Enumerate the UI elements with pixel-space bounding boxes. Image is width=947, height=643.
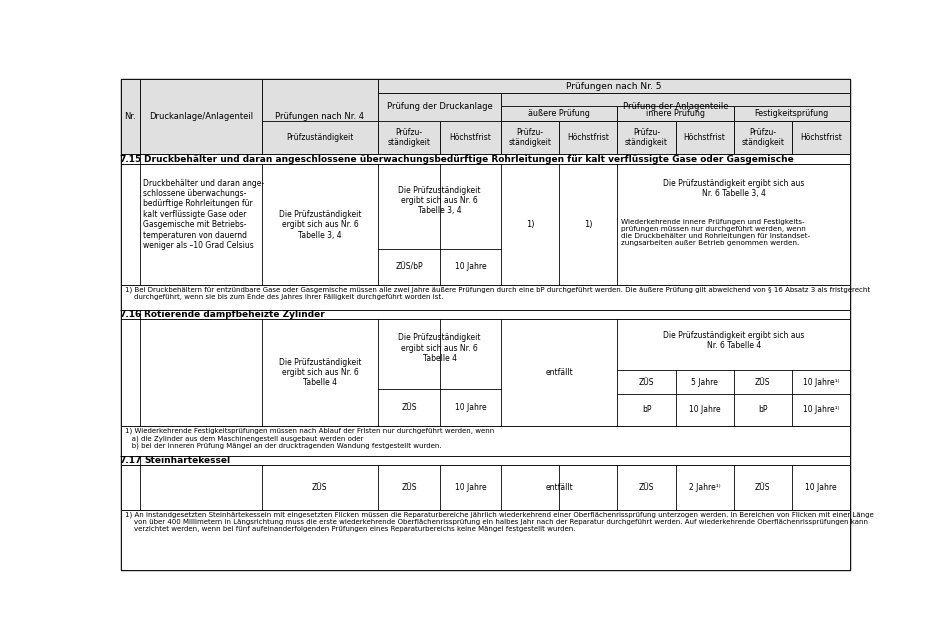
Text: 10 Jahre: 10 Jahre: [455, 262, 487, 271]
Bar: [792, 121, 850, 154]
Bar: [140, 80, 261, 154]
Bar: [261, 80, 378, 154]
Text: Druckbehälter und daran ange-
schlossene überwachungs-
bedürftige Rohrleitungen : Druckbehälter und daran ange- schlossene…: [143, 179, 264, 250]
Text: 7.16: 7.16: [119, 310, 141, 319]
Text: 10 Jahre: 10 Jahre: [455, 483, 487, 492]
Bar: [120, 154, 850, 164]
Text: Höchstfrist: Höchstfrist: [567, 133, 609, 142]
Text: Prüfzu-
ständigkeit: Prüfzu- ständigkeit: [625, 128, 668, 147]
Bar: [440, 121, 501, 154]
Bar: [501, 107, 617, 121]
Text: Rotierende dampfbeheizte Zylinder: Rotierende dampfbeheizte Zylinder: [144, 310, 325, 319]
Text: Die Prüfzuständigkeit
ergibt sich aus Nr. 6
Tabelle 3, 4: Die Prüfzuständigkeit ergibt sich aus Nr…: [278, 210, 361, 239]
Text: 10 Jahre: 10 Jahre: [688, 406, 721, 415]
Text: 5 Jahre: 5 Jahre: [691, 377, 718, 386]
Text: ZÜS: ZÜS: [639, 377, 654, 386]
Text: Die Prüfzuständigkeit ergibt sich aus
Nr. 6 Tabelle 4: Die Prüfzuständigkeit ergibt sich aus Nr…: [663, 331, 804, 350]
Text: 10 Jahre¹⁾: 10 Jahre¹⁾: [803, 377, 839, 386]
Text: innere Prüfung: innere Prüfung: [646, 109, 706, 118]
Bar: [560, 121, 617, 154]
Text: ZÜS: ZÜS: [402, 483, 417, 492]
Bar: [120, 164, 850, 285]
Text: Druckanlage/Anlagenteil: Druckanlage/Anlagenteil: [149, 113, 253, 122]
Bar: [378, 121, 440, 154]
Text: äußere Prüfung: äußere Prüfung: [528, 109, 590, 118]
Text: Prüfungen nach Nr. 5: Prüfungen nach Nr. 5: [566, 82, 662, 91]
Bar: [120, 456, 850, 466]
Bar: [120, 466, 850, 510]
Text: Höchstfrist: Höchstfrist: [684, 133, 725, 142]
Text: Nr.: Nr.: [124, 113, 136, 122]
Text: Prüfzu-
ständigkeit: Prüfzu- ständigkeit: [387, 128, 431, 147]
Text: Die Prüfzuständigkeit ergibt sich aus
Nr. 6 Tabelle 3, 4: Die Prüfzuständigkeit ergibt sich aus Nr…: [663, 179, 804, 198]
Text: bP: bP: [758, 406, 767, 415]
Text: 7.15: 7.15: [119, 155, 141, 164]
Text: ZÜS: ZÜS: [755, 483, 771, 492]
Bar: [675, 121, 734, 154]
Text: 1) An instandgesetzten Steinhärtekesseln mit eingesetzten Flicken müssen die Rep: 1) An instandgesetzten Steinhärtekesseln…: [125, 511, 873, 532]
Bar: [378, 93, 501, 154]
Text: ZÜS: ZÜS: [402, 403, 417, 412]
Text: entfällt: entfällt: [545, 368, 573, 377]
Text: Druckbehälter und daran angeschlossene überwachungsbedürftige Rohrleitungen für : Druckbehälter und daran angeschlossene ü…: [144, 155, 794, 164]
Text: 1): 1): [526, 220, 534, 229]
Bar: [378, 80, 850, 93]
Bar: [120, 426, 850, 456]
Bar: [120, 285, 850, 310]
Text: Wiederkehrende innere Prüfungen und Festigkeits-
prüfungen müssen nur durchgefüh: Wiederkehrende innere Prüfungen und Fest…: [620, 219, 810, 246]
Bar: [734, 107, 850, 121]
Bar: [120, 319, 850, 426]
Text: Höchstfrist: Höchstfrist: [450, 133, 491, 142]
Bar: [120, 80, 850, 154]
Text: 10 Jahre: 10 Jahre: [455, 403, 487, 412]
Bar: [261, 121, 378, 154]
Bar: [501, 121, 560, 154]
Text: Die Prüfzuständigkeit
ergibt sich aus Nr. 6
Tabelle 3, 4: Die Prüfzuständigkeit ergibt sich aus Nr…: [399, 186, 481, 215]
Bar: [617, 107, 734, 121]
Text: Prüfzu-
ständigkeit: Prüfzu- ständigkeit: [742, 128, 784, 147]
Text: ZÜS/bP: ZÜS/bP: [395, 262, 422, 271]
Text: ZÜS: ZÜS: [755, 377, 771, 386]
Text: 1) Bei Druckbehältern für entzündbare Gase oder Gasgemische müssen alle zwei Jah: 1) Bei Druckbehältern für entzündbare Ga…: [125, 287, 869, 300]
Text: Prüfungen nach Nr. 4: Prüfungen nach Nr. 4: [276, 113, 365, 122]
Bar: [120, 510, 850, 570]
Text: ZÜS: ZÜS: [313, 483, 328, 492]
Text: Festigkeitsprüfung: Festigkeitsprüfung: [755, 109, 829, 118]
Text: entfällt: entfällt: [545, 483, 573, 492]
Text: Prüfzuständigkeit: Prüfzuständigkeit: [286, 133, 353, 142]
Bar: [120, 80, 140, 154]
Text: Prüfzu-
ständigkeit: Prüfzu- ständigkeit: [509, 128, 552, 147]
Bar: [734, 121, 792, 154]
Text: 1): 1): [584, 220, 593, 229]
Text: 10 Jahre: 10 Jahre: [805, 483, 837, 492]
Text: Höchstfrist: Höchstfrist: [800, 133, 842, 142]
Text: 1) Wiederkehrende Festigkeitsprüfungen müssen nach Ablauf der Fristen nur durchg: 1) Wiederkehrende Festigkeitsprüfungen m…: [125, 428, 493, 449]
Bar: [501, 93, 850, 121]
Text: ZÜS: ZÜS: [639, 483, 654, 492]
Text: Die Prüfzuständigkeit
ergibt sich aus Nr. 6
Tabelle 4: Die Prüfzuständigkeit ergibt sich aus Nr…: [399, 334, 481, 363]
Text: Steinhärtekessel: Steinhärtekessel: [144, 456, 230, 465]
Text: Prüfung der Druckanlage: Prüfung der Druckanlage: [386, 102, 492, 111]
Bar: [120, 310, 850, 319]
Text: 10 Jahre¹⁾: 10 Jahre¹⁾: [803, 406, 839, 415]
Text: Prüfung der Anlagenteile: Prüfung der Anlagenteile: [623, 102, 728, 111]
Text: 7.17: 7.17: [119, 456, 141, 465]
Text: 2 Jahre¹⁾: 2 Jahre¹⁾: [688, 483, 721, 492]
Text: bP: bP: [642, 406, 652, 415]
Text: Die Prüfzuständigkeit
ergibt sich aus Nr. 6
Tabelle 4: Die Prüfzuständigkeit ergibt sich aus Nr…: [278, 358, 361, 387]
Bar: [617, 121, 675, 154]
